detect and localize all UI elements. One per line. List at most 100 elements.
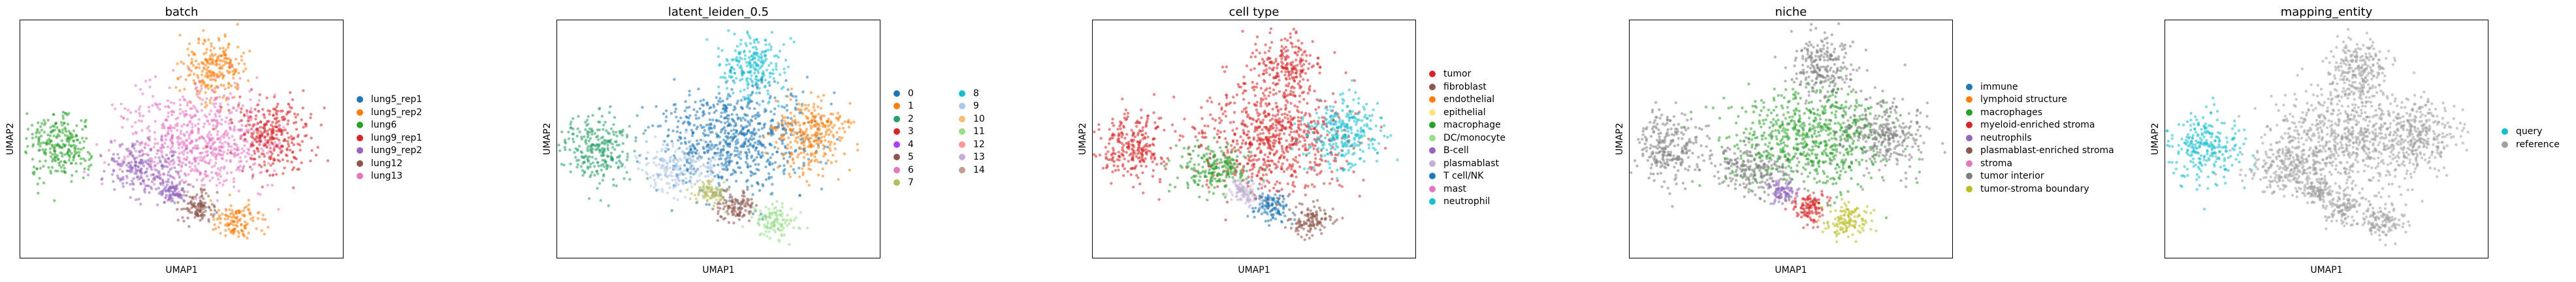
point: [40, 128, 43, 132]
point: [250, 107, 253, 110]
point: [759, 52, 763, 56]
point: [588, 175, 592, 179]
point: [686, 180, 690, 184]
point: [294, 115, 297, 119]
point: [1268, 57, 1272, 60]
point: [1117, 150, 1120, 154]
legend-label: lung5_rep2: [371, 107, 423, 118]
point: [746, 163, 749, 166]
point: [186, 190, 189, 194]
point: [739, 116, 742, 120]
point: [1233, 146, 1236, 149]
point: [201, 79, 204, 82]
point: [660, 149, 663, 152]
point: [1294, 67, 1297, 70]
point: [748, 150, 751, 154]
point: [37, 139, 40, 142]
point: [679, 131, 682, 135]
point: [163, 141, 167, 145]
point: [745, 64, 749, 68]
point: [263, 144, 266, 147]
point: [150, 166, 153, 169]
point: [1236, 149, 1240, 152]
point: [153, 120, 157, 123]
point: [213, 141, 217, 144]
legend-label: 1: [908, 101, 914, 111]
point: [773, 230, 777, 234]
point: [182, 62, 185, 65]
point: [792, 226, 796, 230]
point: [1162, 160, 1166, 164]
point: [603, 143, 606, 146]
point: [1292, 27, 1296, 31]
point: [1131, 140, 1134, 143]
point: [594, 145, 598, 148]
point: [1137, 145, 1141, 149]
point: [163, 186, 167, 190]
point: [190, 107, 194, 110]
point: [1288, 143, 1291, 147]
point: [1292, 77, 1295, 81]
point: [589, 162, 592, 166]
point: [1301, 145, 1304, 148]
point: [696, 200, 699, 203]
point: [175, 187, 179, 190]
point: [1319, 169, 1323, 173]
point: [1276, 105, 1279, 109]
point: [715, 109, 718, 113]
point: [1120, 135, 1123, 139]
point: [773, 96, 777, 99]
point: [165, 193, 169, 197]
point: [801, 90, 805, 94]
point: [195, 138, 198, 141]
point: [195, 92, 199, 96]
point: [725, 63, 728, 67]
point: [193, 169, 196, 172]
point: [137, 161, 141, 164]
point: [1334, 160, 1338, 163]
point: [1251, 172, 1254, 175]
point: [695, 149, 699, 152]
point: [719, 198, 722, 202]
point: [740, 69, 744, 73]
point: [147, 184, 150, 188]
point: [707, 174, 710, 178]
point: [762, 215, 765, 218]
point: [772, 77, 775, 80]
point: [803, 138, 807, 142]
point: [253, 149, 256, 153]
point: [178, 158, 181, 162]
point: [792, 162, 796, 165]
point: [146, 175, 149, 178]
point: [216, 217, 219, 221]
point: [1324, 160, 1327, 163]
point: [134, 84, 137, 87]
point: [754, 172, 757, 175]
point: [1246, 185, 1249, 188]
point: [770, 175, 773, 179]
point: [39, 125, 42, 128]
point: [1261, 58, 1264, 61]
point: [788, 155, 792, 158]
point: [716, 209, 720, 213]
point: [239, 111, 243, 114]
point: [46, 139, 49, 143]
point: [1126, 111, 1130, 115]
point: [703, 134, 707, 137]
point: [169, 124, 172, 128]
point: [163, 201, 167, 204]
point: [247, 203, 250, 207]
point: [819, 160, 822, 164]
point: [196, 110, 199, 114]
point: [727, 132, 730, 135]
y-axis-label: UMAP2: [542, 122, 553, 155]
point: [273, 137, 276, 140]
point: [214, 102, 217, 105]
point: [149, 185, 153, 189]
point: [836, 137, 839, 141]
point: [1298, 135, 1301, 139]
point: [240, 151, 244, 155]
point: [626, 155, 630, 158]
point: [204, 201, 207, 205]
point: [56, 154, 59, 157]
